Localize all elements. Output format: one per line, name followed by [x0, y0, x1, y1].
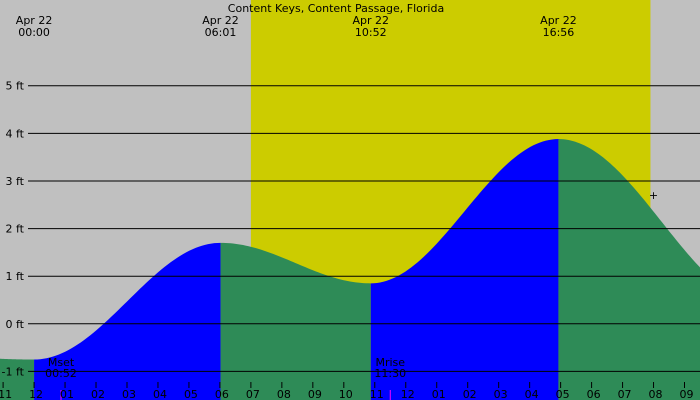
hour-tick-label: 12: [29, 388, 43, 400]
hour-tick-label: 02: [463, 388, 477, 400]
hour-tick-label: 06: [587, 388, 601, 400]
hour-tick-label: 07: [618, 388, 632, 400]
falling-tide-area: [220, 242, 371, 400]
rising-tide-area: [370, 139, 559, 400]
hour-tick-label: 09: [680, 388, 694, 400]
y-tick-label: 2 ft: [6, 223, 25, 236]
moon-event-label: Mset: [48, 356, 75, 369]
hour-tick-label: 01: [432, 388, 446, 400]
hour-tick-label: 06: [215, 388, 229, 400]
hour-tick-label: 11: [0, 388, 12, 400]
falling-tide-area: [558, 139, 700, 400]
hour-tick-label: 05: [556, 388, 570, 400]
moon-event-time: 11:30: [374, 367, 406, 380]
y-tick-label: -1 ft: [2, 365, 25, 378]
extreme-time-label: 00:00: [18, 26, 50, 39]
hour-tick-label: 03: [494, 388, 508, 400]
extreme-date-label: Apr 22: [16, 14, 53, 27]
extreme-time-label: 10:52: [355, 26, 387, 39]
hour-tick-label: 03: [122, 388, 136, 400]
extreme-date-label: Apr 22: [202, 14, 239, 27]
tide-area-layer: [0, 139, 700, 400]
y-tick-label: 0 ft: [6, 318, 25, 331]
y-tick-label: 4 ft: [6, 127, 25, 140]
current-position-marker: +: [649, 189, 658, 202]
grid-layer: [2, 85, 700, 400]
hour-tick-label: 09: [308, 388, 322, 400]
extreme-date-label: Apr 22: [540, 14, 577, 27]
hour-tick-label: 10: [339, 388, 353, 400]
y-tick-label: 1 ft: [6, 270, 25, 283]
extreme-date-label: Apr 22: [352, 14, 389, 27]
hour-tick-label: 04: [525, 388, 539, 400]
rising-tide-area: [34, 242, 221, 400]
hour-tick-label: 04: [153, 388, 167, 400]
extreme-time-label: 16:56: [543, 26, 575, 39]
hour-tick-label: 12: [401, 388, 415, 400]
y-tick-label: 5 ft: [6, 80, 25, 93]
hour-tick-label: 08: [649, 388, 663, 400]
moon-event-time: 00:52: [45, 367, 77, 380]
falling-tide-area: [0, 358, 35, 400]
hour-tick-label: 08: [277, 388, 291, 400]
hour-tick-label: 01: [60, 388, 74, 400]
chart-title: Content Keys, Content Passage, Florida: [228, 2, 444, 15]
hour-tick-label: 11: [370, 388, 384, 400]
moon-event-label: Mrise: [375, 356, 405, 369]
y-tick-label: 3 ft: [6, 175, 25, 188]
hour-tick-label: 02: [91, 388, 105, 400]
extreme-time-label: 06:01: [205, 26, 237, 39]
hour-tick-label: 05: [184, 388, 198, 400]
hour-tick-label: 07: [246, 388, 260, 400]
